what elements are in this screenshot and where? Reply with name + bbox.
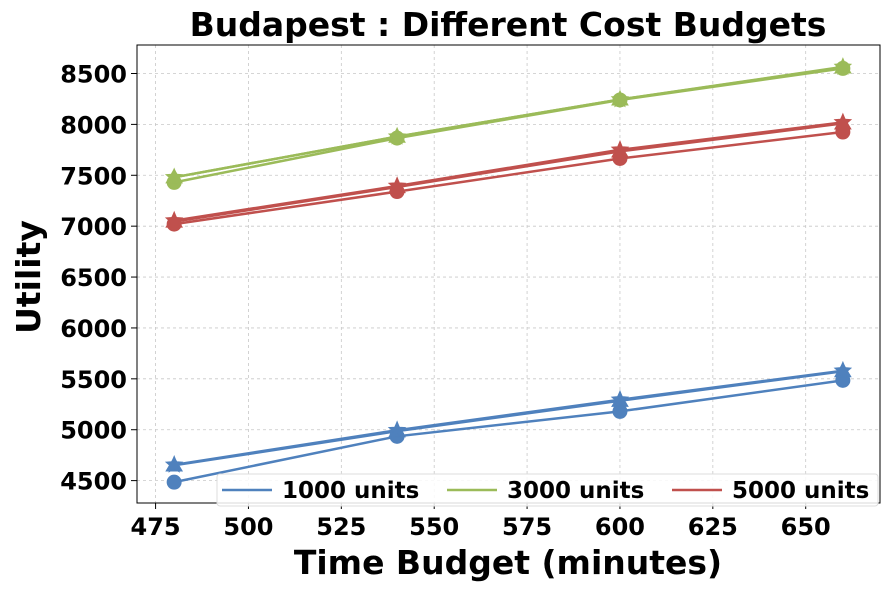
y-tick-label: 6000	[60, 315, 127, 343]
series-5	[164, 57, 853, 186]
data-point-star	[164, 454, 184, 473]
legend-label: 1000 units	[282, 478, 419, 504]
y-tick-label: 8500	[60, 60, 127, 88]
legend-item: 5000 units	[672, 478, 869, 504]
series-line	[174, 369, 844, 467]
data-point-star	[610, 89, 630, 108]
x-tick-label: 500	[223, 513, 273, 541]
series-1	[165, 362, 852, 472]
legend: 1000 units 3000 units 5000 units	[216, 473, 879, 507]
data-point-star	[833, 57, 853, 75]
x-axis-ticks: 475 500 525 550 575 600 625 650	[131, 503, 831, 541]
data-point-star	[164, 210, 184, 229]
series-2	[164, 360, 853, 473]
y-tick-label: 8000	[60, 111, 127, 139]
y-tick-label: 4500	[60, 468, 127, 496]
series-6	[166, 124, 851, 232]
y-tick-label: 6500	[60, 264, 127, 292]
series-line	[174, 121, 844, 222]
data-point-star	[387, 420, 407, 439]
series-0	[166, 372, 851, 490]
y-tick-label: 5000	[60, 417, 127, 445]
series-line	[173, 66, 844, 179]
legend-box	[216, 473, 879, 507]
x-tick-label: 625	[688, 513, 738, 541]
x-axis-label: Time Budget (minutes)	[294, 543, 722, 582]
legend-item: 1000 units	[222, 478, 419, 504]
x-tick-label: 650	[781, 513, 831, 541]
x-tick-label: 525	[316, 513, 366, 541]
legend-label: 3000 units	[507, 478, 644, 504]
data-point-star	[610, 139, 630, 158]
series-line	[173, 67, 844, 184]
grid	[137, 45, 880, 503]
data-point-star	[610, 389, 630, 408]
series-line	[174, 130, 844, 226]
data-point-star	[387, 176, 407, 194]
legend-item: 3000 units	[447, 478, 644, 504]
data-point-star	[833, 112, 853, 131]
x-tick-label: 475	[131, 513, 181, 541]
legend-label: 5000 units	[732, 478, 869, 504]
series-line	[174, 122, 844, 223]
y-tick-label: 7000	[60, 213, 127, 241]
data-point-star	[387, 126, 407, 145]
y-axis-ticks: 4500 5000 5500 6000 6500 7000 7500 8000 8500	[60, 60, 137, 496]
series-line	[173, 379, 844, 484]
x-tick-label: 600	[595, 513, 645, 541]
chart-title: Budapest : Different Cost Budgets	[190, 5, 827, 44]
series-line	[173, 65, 844, 179]
y-tick-label: 5500	[60, 366, 127, 394]
data-point-star	[164, 167, 184, 186]
y-tick-label: 7500	[60, 162, 127, 190]
data-point-star	[833, 360, 853, 379]
series-layer	[164, 57, 853, 490]
x-tick-label: 575	[502, 513, 552, 541]
series-8	[164, 112, 853, 229]
series-line	[174, 369, 844, 467]
y-axis-label: Utility	[9, 220, 48, 334]
x-tick-label: 550	[409, 513, 459, 541]
data-point-circle	[166, 474, 182, 490]
